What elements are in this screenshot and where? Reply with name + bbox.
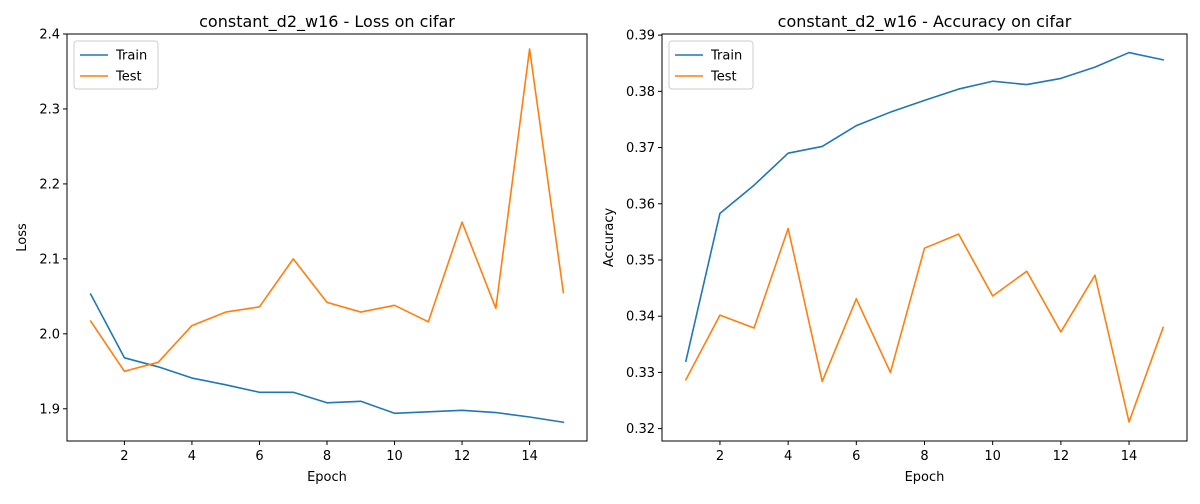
loss-y-tick-label: 2.1 bbox=[39, 252, 60, 267]
accuracy-y-tick-label: 0.37 bbox=[626, 141, 655, 156]
accuracy-series-train-line bbox=[684, 51, 1165, 363]
accuracy-chart-panel: 2 4 6 8 10 12 14 0.32 0.33 0.34 0.35 0.36 0.37 0.38 0.… bbox=[602, 12, 1188, 485]
loss-x-tick-label: 8 bbox=[323, 449, 331, 464]
loss-y-tick-label: 2.2 bbox=[39, 177, 60, 192]
loss-legend: Train Test bbox=[73, 40, 159, 90]
loss-y-tick-label: 2.0 bbox=[39, 327, 60, 342]
accuracy-legend: Train Test bbox=[668, 40, 754, 90]
accuracy-y-tick-label: 0.36 bbox=[626, 197, 655, 212]
accuracy-legend-box bbox=[668, 40, 754, 90]
accuracy-y-tick-label: 0.33 bbox=[626, 366, 655, 381]
loss-legend-label-train: Train bbox=[115, 49, 147, 64]
loss-y-tick-label: 2.4 bbox=[39, 28, 60, 43]
loss-x-tick-label: 6 bbox=[255, 449, 263, 464]
accuracy-x-tick-label: 12 bbox=[1053, 449, 1070, 464]
loss-x-tick-label: 12 bbox=[454, 449, 471, 464]
loss-x-tick-label: 2 bbox=[120, 449, 128, 464]
accuracy-plot-frame bbox=[661, 33, 1188, 442]
loss-x-tick-label: 10 bbox=[386, 449, 403, 464]
accuracy-x-tick-label: 2 bbox=[716, 449, 724, 464]
accuracy-series-test-line bbox=[684, 227, 1165, 423]
loss-series-test-line bbox=[89, 48, 565, 373]
loss-y-tick-label: 2.3 bbox=[39, 102, 60, 117]
loss-legend-box bbox=[73, 40, 159, 90]
loss-x-tick-label: 14 bbox=[521, 449, 538, 464]
accuracy-x-axis-label: Epoch bbox=[905, 470, 945, 485]
accuracy-x-tick-label: 10 bbox=[984, 449, 1001, 464]
accuracy-y-tick-label: 0.38 bbox=[626, 85, 655, 100]
accuracy-chart-title: constant_d2_w16 - Accuracy on cifar bbox=[778, 12, 1072, 32]
accuracy-y-tick-label: 0.35 bbox=[626, 253, 655, 268]
accuracy-x-tick-label: 4 bbox=[784, 449, 792, 464]
loss-x-axis-label: Epoch bbox=[307, 470, 347, 485]
loss-series-train-line bbox=[89, 293, 565, 424]
accuracy-x-tick-label: 14 bbox=[1121, 449, 1138, 464]
loss-chart-title: constant_d2_w16 - Loss on cifar bbox=[199, 12, 455, 32]
accuracy-legend-label-train: Train bbox=[710, 49, 742, 64]
loss-y-axis-label: Loss bbox=[15, 223, 30, 252]
loss-chart-panel: 2 4 6 8 10 12 14 1.9 2.0 2.1 2.2 2.3 2.4 constant_d2_… bbox=[15, 12, 588, 485]
accuracy-x-tick-label: 6 bbox=[852, 449, 860, 464]
accuracy-legend-label-test: Test bbox=[710, 70, 737, 85]
loss-y-tick-label: 1.9 bbox=[39, 402, 60, 417]
accuracy-x-tick-label: 8 bbox=[920, 449, 928, 464]
loss-x-tick-label: 4 bbox=[188, 449, 196, 464]
accuracy-y-tick-label: 0.39 bbox=[626, 29, 655, 44]
accuracy-y-tick-label: 0.34 bbox=[626, 310, 655, 325]
loss-legend-label-test: Test bbox=[115, 70, 142, 85]
accuracy-y-axis-label: Accuracy bbox=[602, 208, 617, 268]
loss-plot-frame bbox=[66, 33, 588, 442]
accuracy-y-tick-label: 0.32 bbox=[626, 422, 655, 437]
